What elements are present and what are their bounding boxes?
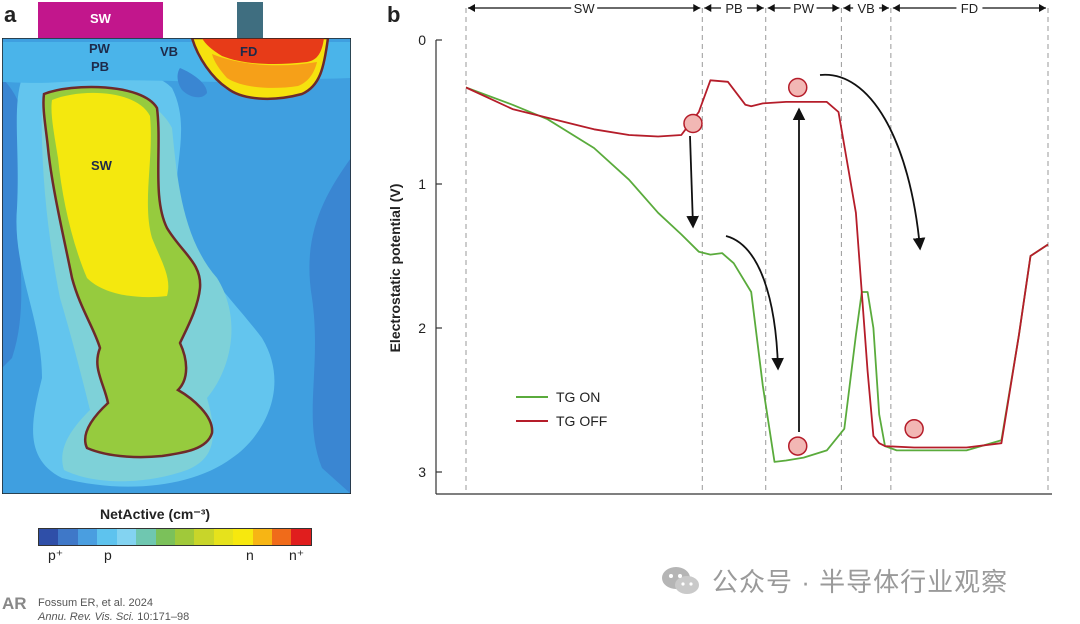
map-fd-core	[202, 38, 324, 64]
y-ticks: 0 1 2 3	[418, 32, 442, 480]
region-span-arrow-right	[756, 4, 764, 12]
map-fd-orange	[212, 54, 317, 88]
colorbar-swatch	[174, 529, 195, 545]
panel-b-label: b	[387, 2, 401, 27]
region-label-bg	[956, 0, 983, 16]
region-span-arrow-right	[1039, 4, 1046, 12]
map-dark-blue-right	[309, 158, 351, 494]
colorbar-swatch	[155, 529, 175, 545]
series-line-tg-off	[465, 79, 1049, 449]
region-span-arrow-right	[881, 4, 889, 12]
colorbar-swatch	[291, 529, 311, 545]
legend-label-tg-on: TG ON	[556, 389, 600, 405]
arrows-layer	[686, 74, 926, 432]
region-span-arrow-right	[832, 4, 840, 12]
colorbar-swatch	[58, 529, 78, 545]
region-label-fd: FD	[240, 44, 258, 59]
colorbar-tick-n-plus: n⁺	[289, 547, 305, 563]
region-span-arrow-left	[468, 4, 475, 12]
electron-marker	[904, 419, 924, 439]
sw-gate-label: SW	[90, 11, 111, 26]
colorbar-swatch	[77, 529, 98, 545]
region-span-arrow-left	[892, 4, 900, 12]
colorbar	[38, 528, 312, 546]
region-label-pw: PW	[89, 41, 110, 56]
region-label-bg	[721, 0, 748, 16]
electron-marker	[787, 436, 808, 456]
logo-glyphs: AR	[2, 594, 27, 613]
region-label-bg	[571, 0, 598, 16]
map-vb-dark	[177, 68, 207, 98]
region-span-arrow-left	[767, 4, 775, 12]
region-label-sw: SW	[574, 1, 596, 16]
credit-line-1: Fossum ER, et al. 2024	[38, 597, 153, 609]
arrow-2	[725, 235, 784, 371]
panel-a-label: a	[4, 2, 17, 27]
region-label-vb: VB	[857, 1, 874, 16]
colorbar-swatch	[233, 529, 253, 545]
region-span-arrow-left	[704, 4, 712, 12]
region-label-pb: PB	[91, 59, 110, 74]
fd-contact	[237, 2, 263, 38]
region-label-bg	[790, 0, 817, 16]
colorbar-swatch	[39, 529, 59, 545]
region-label-pw: PW	[793, 1, 815, 16]
region-divider-lines	[465, 8, 1049, 494]
watermark-text: 公众号 · 半导体行业观察	[712, 567, 1009, 597]
region-label-vb: VB	[160, 44, 179, 59]
colorbar-tick-n: n	[246, 547, 254, 563]
colorbar-swatch	[252, 529, 273, 545]
region-label-fd: FD	[961, 1, 978, 16]
colorbar-tick-p: p	[104, 547, 112, 563]
credit-line-2: Annu. Rev. Vis. Sci. 10:171–98	[38, 611, 189, 623]
region-label-pb: PB	[725, 1, 742, 16]
electron-markers	[683, 77, 924, 456]
series-layer	[465, 79, 1049, 463]
colorbar-swatch	[97, 529, 117, 545]
colorbar-swatch	[136, 529, 156, 545]
region-label-bg	[853, 0, 880, 16]
wechat-icon	[662, 566, 699, 594]
y-tick-label: 1	[418, 176, 426, 192]
legend: TG ON TG OFF	[516, 389, 607, 429]
y-axis-label: Electrostatic potential (V)	[387, 184, 403, 353]
series-line-tg-on	[465, 86, 1049, 463]
region-label-sw: SW	[91, 158, 112, 173]
doping-map	[2, 38, 351, 494]
arrow-4	[819, 74, 926, 251]
y-tick-label: 2	[418, 320, 426, 336]
sw-gate	[38, 2, 163, 38]
colorbar-swatch	[213, 529, 234, 545]
electron-marker	[683, 113, 703, 134]
region-labels: SW PB PW VB FD	[468, 0, 1046, 16]
electron-marker	[787, 77, 808, 98]
legend-label-tg-off: TG OFF	[556, 413, 607, 429]
watermark: 公众号 · 半导体行业观察	[660, 562, 1008, 599]
y-tick-label: 3	[418, 464, 426, 480]
region-span-arrow-right	[693, 4, 701, 12]
colorbar-swatch	[272, 529, 292, 545]
credit-journal: Annu. Rev. Vis. Sci.	[38, 611, 135, 623]
y-tick-label: 0	[418, 32, 426, 48]
colorbar-swatch	[116, 529, 137, 545]
region-span-arrow-left	[843, 4, 851, 12]
potential-chart: 0 1 2 3 Electrostatic potential (V) SW PB PW V…	[387, 0, 1052, 495]
credit-volume: 10:171–98	[134, 611, 190, 623]
map-sw-core	[51, 92, 169, 298]
colorbar-swatch	[194, 529, 214, 545]
annual-reviews-logo: AR	[2, 594, 27, 620]
colorbar-tick-p-plus: p⁺	[48, 547, 64, 563]
arrow-1	[686, 135, 699, 229]
colorbar-title: NetActive (cm⁻³)	[100, 506, 211, 522]
